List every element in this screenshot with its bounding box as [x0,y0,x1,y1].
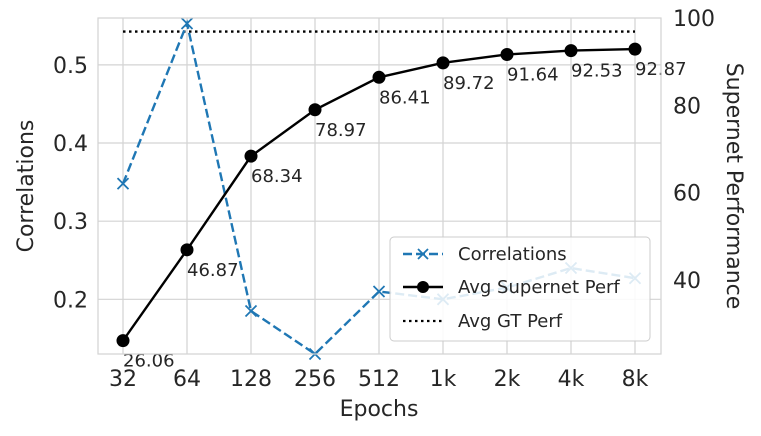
x-tick-label: 4k [558,367,585,392]
supernet-perf-data-label: 78.97 [315,120,367,141]
right-tick-label: 40 [673,269,701,294]
data-labels: 26.06 46.87 68.34 78.97 86.41 89.72 91.64 92.53… [123,59,687,372]
supernet-perf-marker [564,44,578,58]
left-axis-title: Correlations [14,120,39,253]
supernet-perf-marker [244,149,258,163]
correlations-marker [180,17,194,30]
left-tick-label: 0.4 [53,132,88,157]
supernet-perf-marker [436,56,450,70]
x-tick-label: 2k [494,367,521,392]
supernet-perf-data-label: 89.72 [443,73,495,94]
supernet-perf-data-label: 91.64 [507,64,559,85]
x-axis-title: Epochs [340,397,419,422]
x-tick-label: 8k [622,367,649,392]
x-tick-label: 64 [173,367,201,392]
legend-gt-label: Avg GT Perf [458,311,563,332]
supernet-perf-data-label: 26.06 [123,351,175,372]
legend-supernet-marker [417,281,429,293]
right-tick-label: 100 [673,7,715,32]
correlations-marker [372,285,386,298]
legend-box [389,236,651,342]
legend: Correlations Avg Supernet Perf Avg GT Pe… [389,236,651,342]
plot-frame [97,17,662,355]
supernet-perf-data-label: 92.53 [571,61,623,82]
axis-ticks: 32 64 128 256 512 1k 2k 4k 8k 0.2 0.3 0.4 0.5 40 60 80 1… [53,7,715,392]
supernet-perf-marker [116,334,130,348]
legend-correlations-marker [417,248,429,260]
left-tick-label: 0.3 [53,210,88,235]
correlations-marker [244,304,258,318]
supernet-perf-marker [180,243,194,257]
correlations-marker [116,177,130,190]
left-tick-label: 0.2 [53,288,88,313]
x-tick-label: 256 [294,367,336,392]
left-tick-label: 0.5 [53,54,88,79]
x-tick-label: 32 [109,367,137,392]
legend-supernet-label: Avg Supernet Perf [458,277,620,298]
supernet-perf-marker [372,70,386,84]
supernet-perf-marker [500,47,514,61]
legend-correlations-label: Correlations [458,244,567,265]
x-tick-label: 128 [230,367,272,392]
supernet-perf-marker [308,103,322,117]
supernet-perf-data-label: 46.87 [187,260,239,281]
supernet-perf-marker [628,42,642,56]
right-tick-label: 80 [673,94,701,119]
right-axis-title: Supernet Performance [721,63,746,310]
x-tick-label: 1k [430,367,457,392]
supernet-perf-data-label: 68.34 [251,166,303,187]
supernet-perf-data-label: 86.41 [379,87,431,108]
x-tick-label: 512 [358,367,400,392]
right-tick-label: 60 [673,182,701,207]
